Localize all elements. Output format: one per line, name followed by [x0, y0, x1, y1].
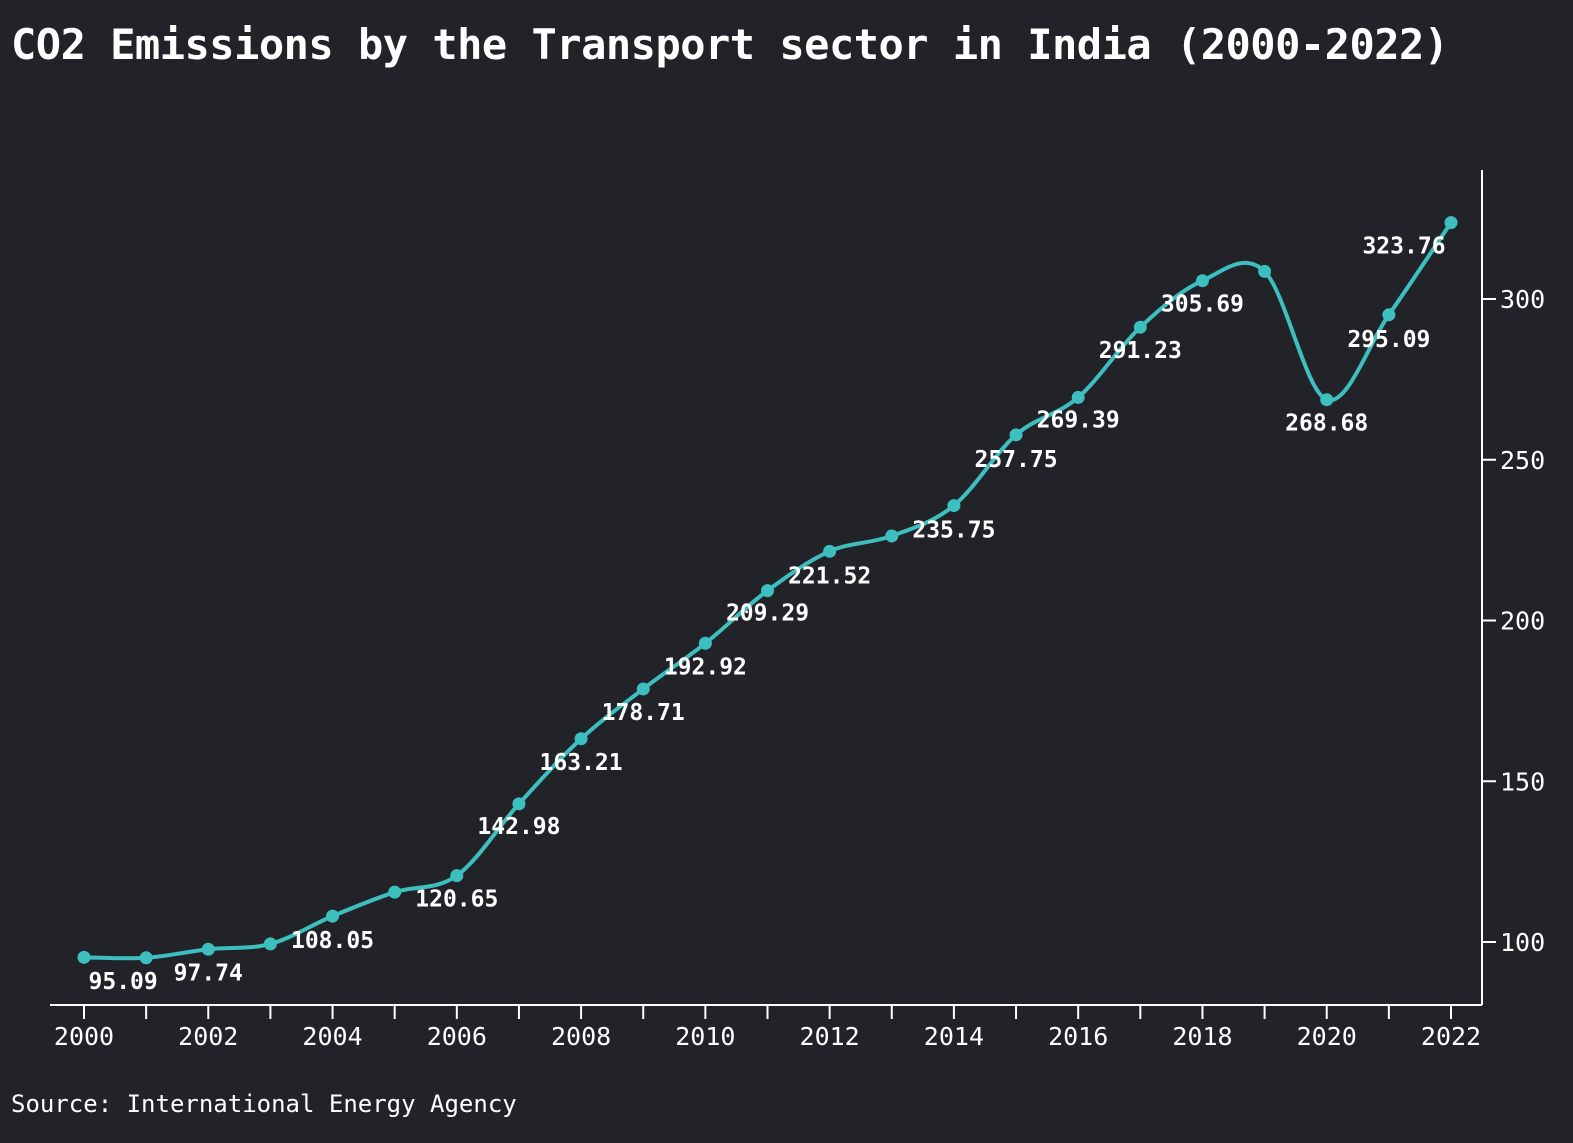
- data-point: [1444, 216, 1458, 230]
- data-point: [512, 797, 526, 811]
- data-label: 295.09: [1347, 327, 1430, 353]
- x-tick-label: 2014: [924, 1022, 984, 1051]
- y-tick-label: 300: [1500, 285, 1545, 314]
- data-label: 192.92: [664, 654, 747, 680]
- data-label: 269.39: [1037, 407, 1120, 433]
- x-tick-label: 2006: [427, 1022, 487, 1051]
- data-label: 291.23: [1099, 338, 1182, 364]
- data-point: [823, 544, 837, 558]
- y-tick-label: 100: [1500, 928, 1545, 957]
- data-point: [1320, 393, 1334, 407]
- axes: 2000 2002 2004 2006 2008 2010 2012 2014 2016 2018…: [50, 170, 1545, 1051]
- y-tick-label: 250: [1500, 446, 1545, 475]
- x-tick-label: 2002: [178, 1022, 238, 1051]
- data-labels: 95.09 97.74 108.05 120.65 142.98 163.21 178.71…: [89, 234, 1446, 995]
- data-point: [761, 584, 774, 598]
- x-tick-label: 2016: [1048, 1022, 1108, 1051]
- data-point: [1258, 264, 1272, 278]
- data-point: [326, 909, 340, 923]
- data-point: [1009, 428, 1023, 442]
- data-label: 97.74: [174, 960, 243, 986]
- data-point: [77, 950, 91, 964]
- series: [77, 216, 1458, 965]
- data-point: [698, 636, 712, 650]
- data-label: 120.65: [415, 887, 498, 913]
- data-point: [574, 732, 588, 746]
- data-label: 163.21: [540, 750, 623, 776]
- data-point: [636, 682, 650, 696]
- data-point: [885, 529, 899, 543]
- x-tick-label: 2012: [800, 1022, 860, 1051]
- y-tick-label: 150: [1500, 767, 1545, 796]
- data-point: [263, 937, 277, 951]
- data-label: 142.98: [477, 814, 560, 840]
- data-point: [139, 951, 153, 965]
- data-label: 305.69: [1161, 292, 1244, 318]
- data-point: [1195, 274, 1209, 288]
- x-tick-label: 2022: [1421, 1022, 1481, 1051]
- data-label: 209.29: [726, 601, 809, 627]
- data-label: 268.68: [1285, 411, 1368, 437]
- data-label: 221.52: [788, 563, 871, 589]
- data-point: [947, 499, 961, 513]
- data-label: 108.05: [291, 928, 374, 954]
- data-point: [1133, 320, 1147, 334]
- x-tick-label: 2000: [54, 1022, 114, 1051]
- x-tick-label: 2010: [675, 1022, 735, 1051]
- x-tick-label: 2018: [1172, 1022, 1232, 1051]
- source-note: Source: International Energy Agency: [11, 1090, 517, 1118]
- data-label: 95.09: [89, 969, 158, 995]
- data-point: [201, 942, 215, 956]
- y-tick-label: 200: [1500, 607, 1545, 636]
- x-tick-label: 2008: [551, 1022, 611, 1051]
- data-label: 323.76: [1362, 234, 1445, 260]
- chart-title: CO2 Emissions by the Transport sector in…: [11, 20, 1449, 69]
- x-tick-label: 2004: [302, 1022, 362, 1051]
- data-point: [388, 885, 402, 899]
- data-point: [450, 869, 464, 883]
- x-tick-label: 2020: [1297, 1022, 1357, 1051]
- data-label: 178.71: [602, 700, 685, 726]
- data-label: 257.75: [974, 447, 1057, 473]
- data-point: [1071, 390, 1085, 404]
- data-label: 235.75: [912, 518, 995, 544]
- data-point: [1382, 308, 1396, 322]
